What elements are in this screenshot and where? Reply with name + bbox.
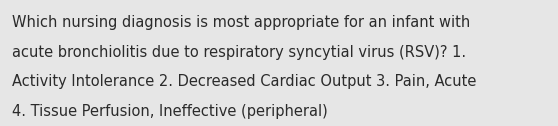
Text: acute bronchiolitis due to respiratory syncytial virus (RSV)? 1.: acute bronchiolitis due to respiratory s… bbox=[12, 45, 466, 60]
Text: 4. Tissue Perfusion, Ineffective (peripheral): 4. Tissue Perfusion, Ineffective (periph… bbox=[12, 104, 328, 119]
Text: Activity Intolerance 2. Decreased Cardiac Output 3. Pain, Acute: Activity Intolerance 2. Decreased Cardia… bbox=[12, 74, 477, 89]
Text: Which nursing diagnosis is most appropriate for an infant with: Which nursing diagnosis is most appropri… bbox=[12, 15, 470, 30]
